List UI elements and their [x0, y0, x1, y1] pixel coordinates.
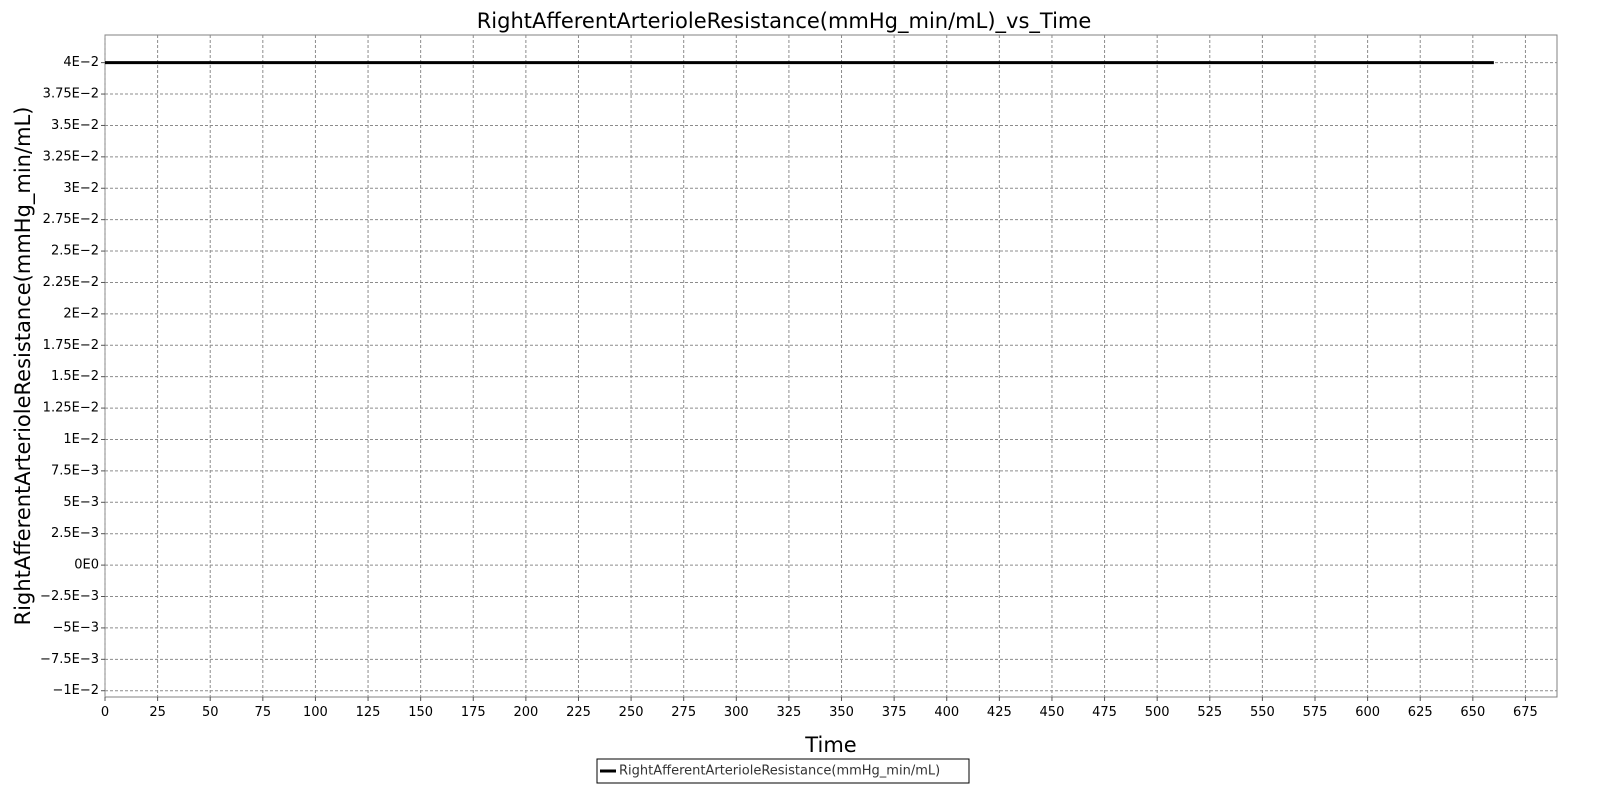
x-tick-label: 500 — [1145, 705, 1170, 720]
plot-area — [104, 34, 1558, 698]
x-tick-label: 0 — [101, 705, 109, 720]
x-tick-label: 175 — [461, 705, 486, 720]
x-tick-label: 350 — [829, 705, 854, 720]
x-tick-label: 550 — [1250, 705, 1275, 720]
y-tick-label: 2.5E−3 — [51, 526, 99, 541]
x-tick-label: 625 — [1408, 705, 1433, 720]
x-tick-label: 300 — [724, 705, 749, 720]
x-tick-label: 325 — [776, 705, 801, 720]
y-tick-label: 0E0 — [74, 558, 99, 573]
y-tick-label: 1.25E−2 — [43, 401, 99, 416]
x-tick-label: 250 — [619, 705, 644, 720]
x-tick-label: 50 — [202, 705, 219, 720]
y-tick-label: 5E−3 — [63, 495, 99, 510]
y-axis-ticks: 4E−2 3.75E−2 3.5E−2 3.25E−2 3E−2 2.75E−2 2.5E−… — [40, 55, 105, 698]
y-tick-label: −7.5E−3 — [40, 652, 99, 667]
x-tick-label: 450 — [1040, 705, 1065, 720]
x-tick-label: 200 — [513, 705, 538, 720]
y-tick-label: 4E−2 — [63, 55, 99, 70]
y-tick-label: −1E−2 — [52, 683, 99, 698]
y-tick-label: 3.5E−2 — [51, 118, 99, 133]
x-tick-label: 150 — [408, 705, 433, 720]
legend-box — [596, 758, 970, 784]
x-tick-label: 225 — [566, 705, 591, 720]
x-axis-ticks: 0 25 50 75 100 125 150 175 200 225 250 275 300 325 350… — [101, 697, 1538, 720]
y-tick-label: 2E−2 — [63, 306, 99, 321]
x-tick-label: 675 — [1513, 705, 1538, 720]
legend: RightAfferentArterioleResistance(mmHg_mi… — [596, 758, 970, 784]
x-tick-label: 100 — [303, 705, 328, 720]
x-tick-label: 425 — [987, 705, 1012, 720]
chart-title: RightAfferentArterioleResistance(mmHg_mi… — [477, 9, 1092, 34]
y-tick-label: 1.5E−2 — [51, 369, 99, 384]
x-axis-label: Time — [804, 733, 856, 757]
x-tick-label: 650 — [1460, 705, 1485, 720]
legend-label: RightAfferentArterioleResistance(mmHg_mi… — [619, 764, 940, 779]
y-tick-label: 1E−2 — [63, 432, 99, 447]
y-tick-label: 2.5E−2 — [51, 244, 99, 259]
x-tick-label: 275 — [671, 705, 696, 720]
y-tick-label: 2.25E−2 — [43, 275, 99, 290]
y-tick-label: 7.5E−3 — [51, 463, 99, 478]
y-tick-label: −5E−3 — [52, 620, 99, 635]
x-tick-label: 575 — [1303, 705, 1328, 720]
x-tick-label: 400 — [934, 705, 959, 720]
y-axis-label: RightAfferentArterioleResistance(mmHg_mi… — [11, 107, 36, 626]
x-grid — [104, 35, 1526, 697]
y-tick-label: 3.25E−2 — [43, 149, 99, 164]
x-tick-label: 125 — [356, 705, 381, 720]
x-tick-label: 25 — [149, 705, 166, 720]
y-tick-label: 1.75E−2 — [43, 338, 99, 353]
x-tick-label: 475 — [1092, 705, 1117, 720]
x-tick-label: 75 — [255, 705, 272, 720]
x-tick-label: 525 — [1197, 705, 1222, 720]
y-tick-label: 3.75E−2 — [43, 87, 99, 102]
y-tick-label: −2.5E−3 — [40, 589, 99, 604]
y-tick-label: 2.75E−2 — [43, 212, 99, 227]
x-tick-label: 600 — [1355, 705, 1380, 720]
x-tick-label: 375 — [882, 705, 907, 720]
y-tick-label: 3E−2 — [63, 181, 99, 196]
